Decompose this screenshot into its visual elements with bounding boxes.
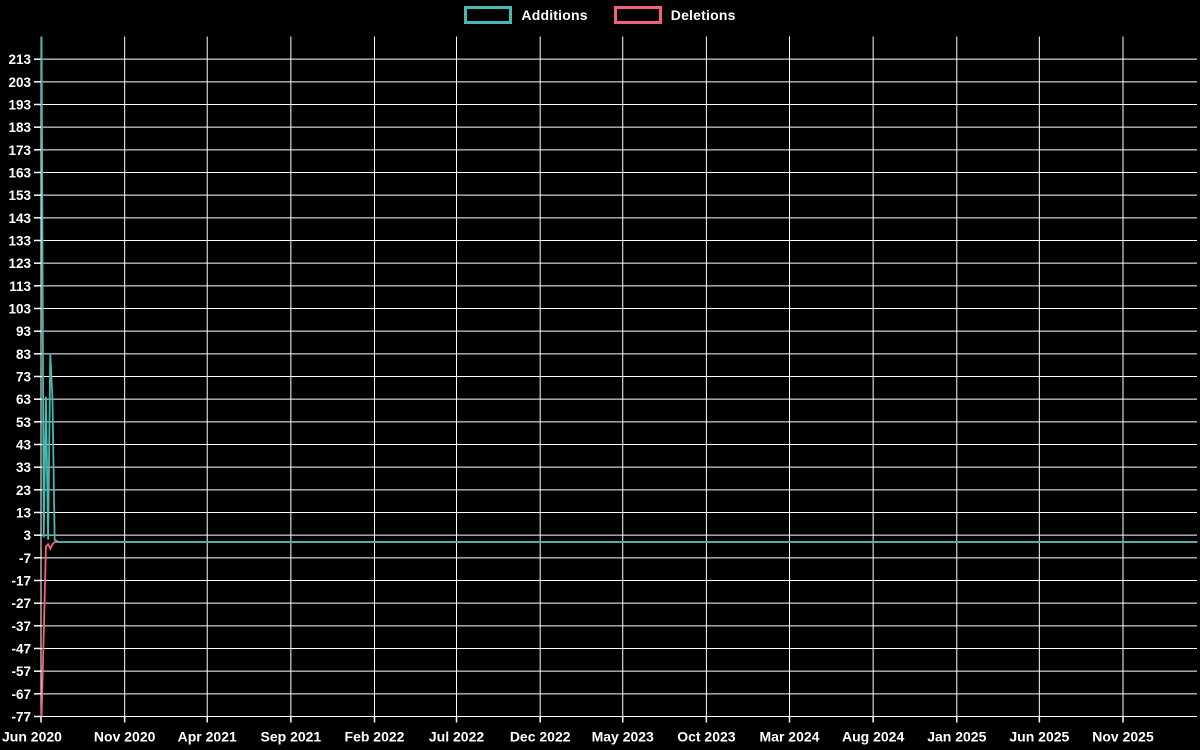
- y-tick-label: 123: [8, 256, 31, 271]
- y-tick-label: 183: [8, 120, 31, 135]
- legend-label-deletions: Deletions: [670, 7, 736, 23]
- y-tick-label: 163: [8, 166, 31, 181]
- chart-legend: Additions Deletions: [0, 6, 1200, 24]
- y-tick-label: -47: [11, 642, 31, 657]
- y-tick-label: -77: [11, 710, 31, 725]
- y-tick-label: 93: [16, 324, 32, 339]
- y-tick-label: 13: [16, 506, 32, 521]
- y-tick-label: 153: [8, 188, 31, 203]
- y-tick-label: 83: [16, 347, 32, 362]
- x-tick-label: Nov 2020: [94, 729, 156, 745]
- y-tick-label: 133: [8, 234, 31, 249]
- series-line-deletions[interactable]: [40, 541, 1198, 717]
- x-tick-label: Apr 2021: [178, 729, 237, 745]
- y-tick-label: 193: [8, 98, 31, 113]
- y-tick-label: 103: [8, 302, 31, 317]
- x-tick-label: Aug 2024: [842, 729, 904, 745]
- additions-swatch-icon: [464, 6, 513, 24]
- series-line-additions[interactable]: [40, 36, 1198, 543]
- y-tick-label: 3: [23, 528, 31, 543]
- y-tick-label: 113: [9, 279, 31, 294]
- y-tick-label: -7: [19, 551, 31, 566]
- x-tick-label: Jul 2022: [429, 729, 484, 745]
- x-tick-label: Feb 2022: [345, 729, 405, 745]
- x-tick-label: Oct 2023: [677, 729, 736, 745]
- x-tick-label: Jun 2020: [2, 729, 62, 745]
- x-tick-label: Jan 2025: [927, 729, 986, 745]
- y-tick-label: 33: [16, 460, 32, 475]
- y-tick-label: 143: [8, 211, 31, 226]
- y-tick-label: 23: [16, 483, 32, 498]
- legend-label-additions: Additions: [521, 7, 588, 23]
- deletions-swatch-icon: [613, 6, 662, 24]
- y-tick-label: -57: [11, 664, 31, 679]
- x-tick-label: Mar 2024: [760, 729, 820, 745]
- legend-item-deletions[interactable]: Deletions: [613, 6, 736, 24]
- x-tick-label: Sep 2021: [261, 729, 322, 745]
- y-tick-label: -27: [11, 596, 31, 611]
- y-tick-label: 53: [16, 415, 32, 430]
- x-tick-label: Nov 2025: [1092, 729, 1154, 745]
- y-tick-label: -37: [11, 619, 31, 634]
- y-tick-label: 73: [16, 370, 32, 385]
- x-tick-label: Jun 2025: [1009, 729, 1069, 745]
- y-tick-label: 63: [16, 392, 32, 407]
- y-tick-label: 213: [8, 52, 31, 67]
- y-tick-label: -67: [11, 687, 31, 702]
- legend-item-additions[interactable]: Additions: [464, 6, 588, 24]
- x-tick-label: May 2023: [592, 729, 654, 745]
- y-tick-label: 43: [16, 438, 32, 453]
- y-tick-label: -17: [11, 574, 31, 589]
- y-tick-label: 173: [8, 143, 31, 158]
- x-tick-label: Dec 2022: [510, 729, 571, 745]
- y-tick-label: 203: [8, 75, 31, 90]
